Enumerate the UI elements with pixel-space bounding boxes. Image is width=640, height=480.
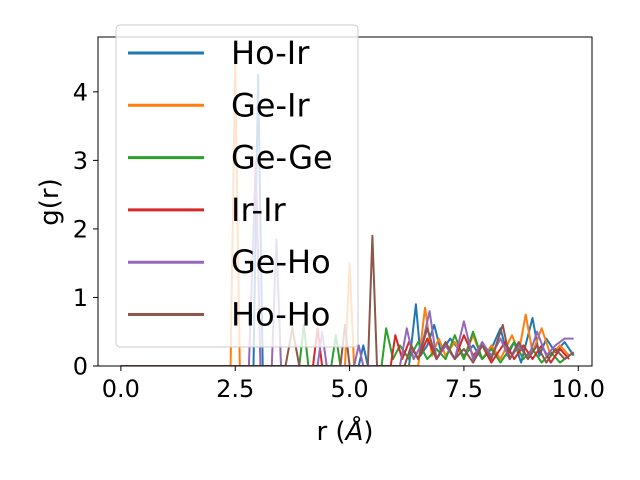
x-tick-label: 2.5: [216, 375, 254, 403]
legend-entry-ho-ho: Ho-Ho: [128, 296, 330, 334]
x-axis-label: r (Å): [316, 415, 373, 447]
legend-entry-ir-ir: Ir-Ir: [128, 191, 287, 229]
y-tick-label: 2: [73, 215, 88, 243]
y-tick-label: 3: [73, 147, 88, 175]
x-tick-label: 5.0: [330, 375, 368, 403]
y-tick-label: 1: [73, 284, 88, 312]
x-tick-label: 10.0: [552, 375, 605, 403]
y-tick-label: 0: [73, 353, 88, 381]
legend-entry-ho-ir: Ho-Ir: [128, 34, 310, 72]
legend-label: Ge-Ho: [231, 243, 331, 281]
legend-entry-ge-ge: Ge-Ge: [128, 139, 333, 177]
legend-label: Ho-Ir: [231, 34, 310, 72]
y-axis: 0 1 2 3 4: [73, 78, 98, 381]
legend: Ho-Ir Ge-Ir Ge-Ge Ir-Ir Ge-Ho Ho-Ho: [115, 24, 359, 348]
legend-label: Ir-Ir: [231, 191, 287, 229]
legend-label: Ge-Ir: [231, 86, 310, 124]
legend-label: Ge-Ge: [231, 139, 333, 177]
x-axis: 0.0 2.5 5.0 7.5 10.0: [102, 366, 605, 403]
x-tick-label: 7.5: [445, 375, 483, 403]
legend-entry-ge-ir: Ge-Ir: [128, 86, 310, 124]
legend-entry-ge-ho: Ge-Ho: [128, 243, 331, 281]
y-axis-label: g(r): [35, 178, 65, 225]
y-tick-label: 4: [73, 78, 88, 106]
x-tick-label: 0.0: [102, 375, 140, 403]
legend-label: Ho-Ho: [231, 296, 330, 334]
